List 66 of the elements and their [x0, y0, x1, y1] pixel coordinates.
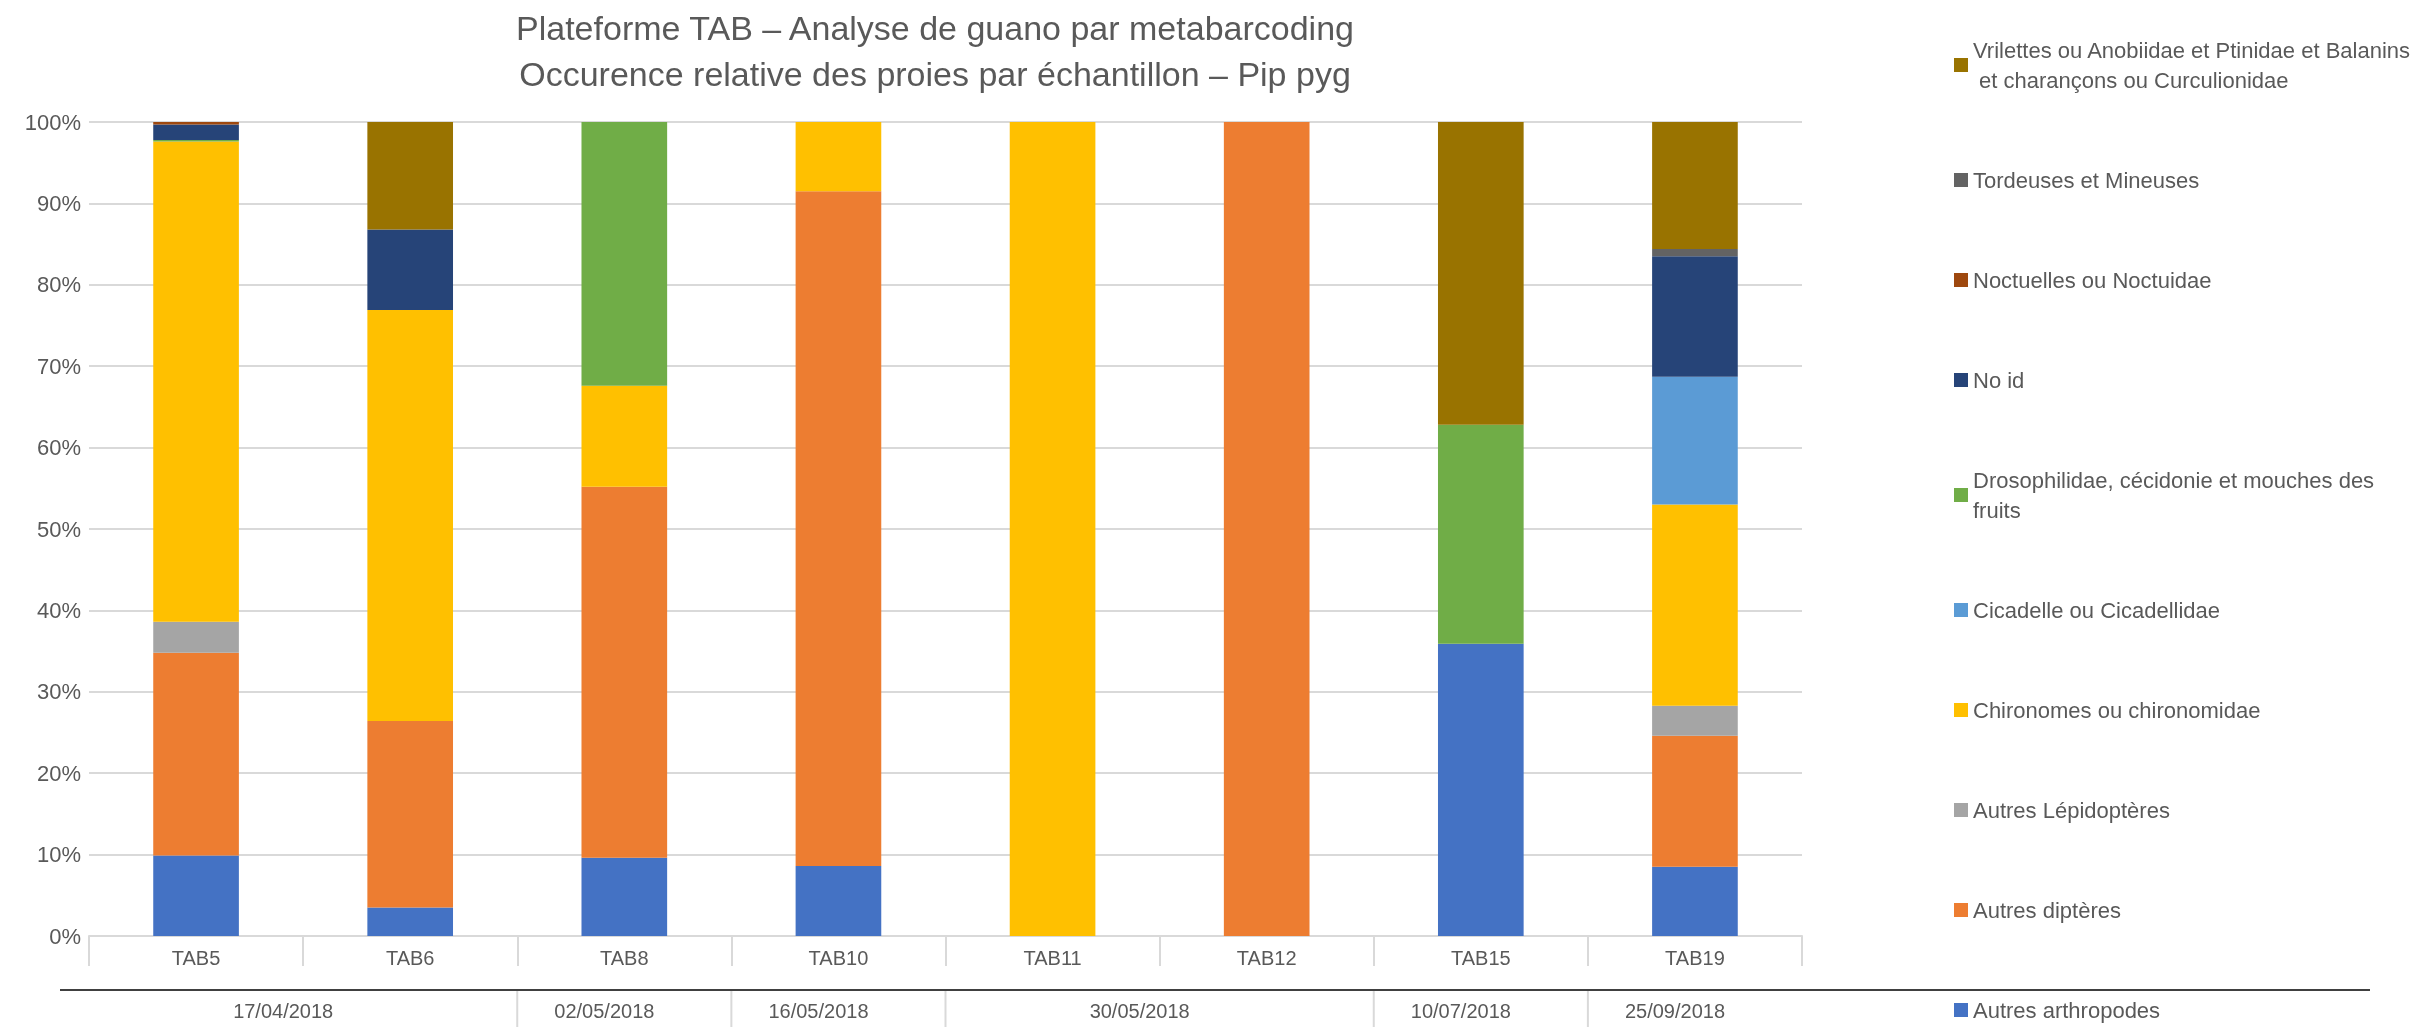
y-tick-label: 40%: [36, 597, 81, 623]
bar: [1437, 122, 1524, 425]
legend-label: No id: [1973, 367, 2025, 393]
bar: [1652, 504, 1738, 706]
y-tick-label: 50%: [36, 516, 81, 542]
legend-label: Noctuelles ou Noctuidae: [1973, 267, 2212, 293]
bar: [153, 141, 239, 622]
y-tick-label: 60%: [36, 435, 81, 461]
bar: [581, 857, 668, 936]
legend-label: Drosophilidae, cécidonie et mouches des fruits: [1973, 467, 2381, 523]
y-tick-label: 80%: [36, 272, 81, 298]
legend-label: Autres arthropodes: [1973, 997, 2161, 1023]
bar: [581, 122, 668, 386]
x-tick-label: TAB10: [808, 947, 869, 969]
y-tick-label: 30%: [36, 679, 81, 705]
x-tick-label: TAB12: [1236, 947, 1297, 969]
y-tick-label: 10%: [36, 842, 81, 868]
x-tick-label: TAB6: [385, 947, 435, 969]
bar: [581, 385, 668, 487]
bar: [367, 122, 454, 230]
text: 02/05/2018: [554, 1000, 655, 1022]
bar: [153, 621, 239, 653]
x-tick-label: TAB11: [1023, 947, 1082, 969]
legend-label: Cicadelle ou Cicadellidae: [1973, 597, 2221, 623]
bar: [153, 855, 239, 936]
bar: [153, 652, 239, 856]
legend-label: Autres Lépidoptères: [1973, 797, 2170, 823]
bar: [153, 124, 239, 140]
text: 25/09/2018: [1624, 1000, 1726, 1022]
bar: [367, 229, 454, 311]
text: 10/07/2018: [1410, 1000, 1511, 1022]
bar: [795, 191, 882, 866]
bar: [795, 122, 882, 192]
legend-label: Chironomes ou chironomidae: [1973, 697, 2261, 723]
chart-title: Plateforme TAB – Analyse de guano par metabarcoding Occurence relative des proies par échantillon – Pip pyg: [516, 9, 1354, 93]
y-tick-label: 0%: [49, 923, 81, 949]
bar: [367, 907, 454, 936]
bar: [1652, 705, 1738, 736]
y-tick-label: 100%: [24, 109, 81, 135]
bar: [1223, 122, 1310, 936]
bar: [1652, 256, 1738, 377]
bar: [1437, 643, 1524, 936]
legend-label: Autres diptères: [1973, 897, 2121, 923]
x-tick-label: TAB8: [600, 947, 649, 969]
bar: [1652, 122, 1738, 249]
y-tick-label: 70%: [36, 353, 81, 379]
legend-label: Tordeuses et Mineuses: [1973, 167, 2200, 193]
bar: [581, 486, 668, 858]
text: 17/04/2018: [233, 1000, 334, 1022]
x-tick-label: TAB19: [1665, 947, 1725, 969]
y-tick-label: 90%: [36, 190, 81, 216]
bar: [1437, 424, 1524, 644]
x-tick-label: TAB15: [1450, 947, 1511, 969]
bar: [1652, 248, 1738, 257]
text: 16/05/2018: [768, 1000, 869, 1022]
bar: [1652, 376, 1738, 505]
bar: [367, 310, 454, 722]
bar: [1652, 866, 1738, 936]
bar: [1009, 122, 1096, 936]
bar: [1652, 735, 1738, 867]
y-tick-label: 20%: [36, 760, 81, 786]
legend-label: Vrilettes ou Anobiidae et Ptinidae et Balanins et charançons ou Curculionidae: [1973, 37, 2411, 93]
text: 30/05/2018: [1089, 1000, 1190, 1022]
bar: [367, 721, 454, 908]
bar: [795, 866, 882, 936]
x-tick-label: TAB5: [171, 947, 221, 969]
